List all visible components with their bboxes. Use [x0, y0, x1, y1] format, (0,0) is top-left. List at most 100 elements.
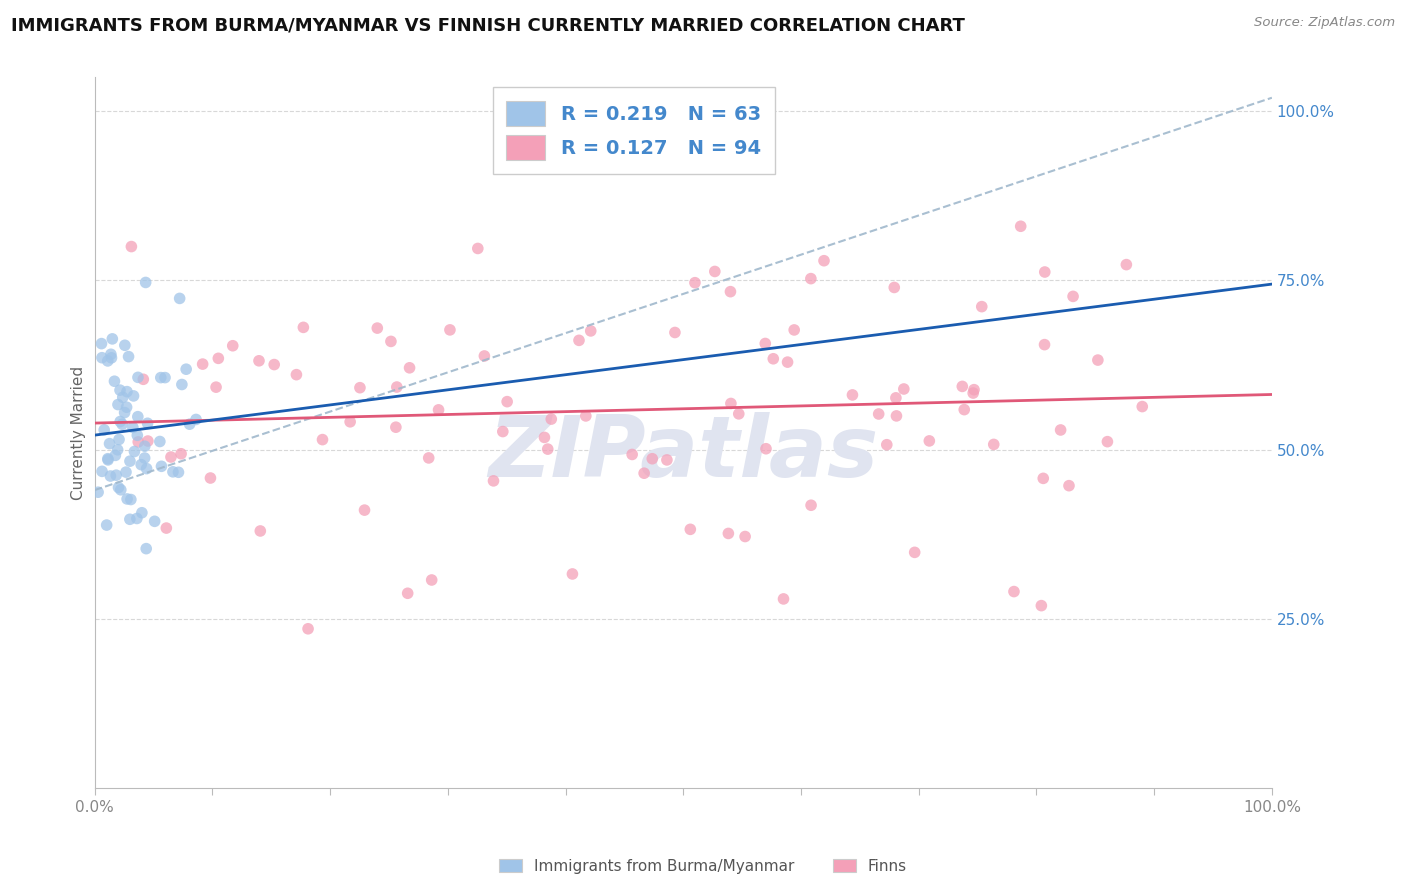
Point — [247, 353, 270, 368]
Point — [983, 437, 1005, 451]
Point — [963, 383, 986, 397]
Point — [100, 347, 122, 361]
Point — [149, 370, 172, 384]
Point — [97, 451, 120, 466]
Text: ZIPatlas: ZIPatlas — [488, 412, 879, 495]
Point — [800, 271, 823, 285]
Point — [97, 453, 120, 467]
Point — [153, 370, 176, 384]
Point — [311, 433, 333, 447]
Point — [122, 420, 145, 434]
Point — [841, 388, 863, 402]
Point — [117, 350, 139, 364]
Point — [91, 351, 114, 365]
Point — [1031, 599, 1053, 613]
Point — [167, 465, 190, 479]
Point — [135, 461, 157, 475]
Point — [124, 444, 146, 458]
Point — [380, 334, 402, 349]
Point — [950, 379, 973, 393]
Point — [111, 417, 134, 432]
Point — [108, 383, 131, 397]
Point — [727, 407, 749, 421]
Point — [263, 358, 285, 372]
Point — [205, 380, 228, 394]
Point — [162, 465, 184, 479]
Point — [108, 433, 131, 447]
Point — [641, 451, 664, 466]
Point — [1033, 337, 1056, 351]
Point — [122, 389, 145, 403]
Point — [800, 498, 823, 512]
Point — [420, 573, 443, 587]
Point — [439, 323, 461, 337]
Point — [679, 522, 702, 536]
Point — [703, 264, 725, 278]
Point — [918, 434, 941, 448]
Point — [115, 384, 138, 399]
Point — [496, 394, 519, 409]
Point — [876, 438, 898, 452]
Point — [125, 511, 148, 525]
Point — [754, 336, 776, 351]
Point — [540, 412, 562, 426]
Text: Source: ZipAtlas.com: Source: ZipAtlas.com — [1254, 16, 1395, 29]
Point — [886, 409, 908, 423]
Point — [114, 338, 136, 352]
Point — [108, 415, 131, 429]
Point — [135, 541, 157, 556]
Point — [868, 407, 890, 421]
Point — [776, 355, 799, 369]
Point — [884, 391, 907, 405]
Point — [101, 332, 124, 346]
Point — [568, 334, 591, 348]
Point — [100, 351, 122, 365]
Point — [134, 439, 156, 453]
Point — [385, 380, 408, 394]
Point — [1062, 289, 1084, 303]
Point — [170, 447, 193, 461]
Point — [734, 529, 756, 543]
Point — [135, 276, 157, 290]
Point — [131, 506, 153, 520]
Point — [349, 381, 371, 395]
Point — [136, 417, 159, 431]
Point — [1033, 265, 1056, 279]
Point — [579, 324, 602, 338]
Point — [120, 492, 142, 507]
Point — [533, 430, 555, 444]
Point — [132, 372, 155, 386]
Point — [953, 402, 976, 417]
Point — [1130, 400, 1153, 414]
Point — [292, 320, 315, 334]
Point — [492, 425, 515, 439]
Point — [904, 545, 927, 559]
Point — [683, 276, 706, 290]
Point — [127, 434, 149, 449]
Point — [1002, 584, 1025, 599]
Point — [366, 321, 388, 335]
Point — [200, 471, 222, 485]
Point — [179, 417, 201, 432]
Point — [755, 442, 778, 456]
Point — [772, 591, 794, 606]
Point — [621, 447, 644, 461]
Point — [93, 423, 115, 437]
Point — [222, 339, 245, 353]
Point — [90, 336, 112, 351]
Point — [115, 491, 138, 506]
Point — [127, 409, 149, 424]
Point — [103, 374, 125, 388]
Point — [285, 368, 308, 382]
Point — [150, 459, 173, 474]
Point — [127, 370, 149, 384]
Point — [537, 442, 560, 456]
Legend: R = 0.219   N = 63, R = 0.127   N = 94: R = 0.219 N = 63, R = 0.127 N = 94 — [494, 87, 775, 174]
Point — [1087, 353, 1109, 368]
Point — [127, 428, 149, 442]
Point — [98, 436, 121, 450]
Point — [149, 434, 172, 449]
Point — [1115, 258, 1137, 272]
Point — [655, 453, 678, 467]
Point — [134, 450, 156, 465]
